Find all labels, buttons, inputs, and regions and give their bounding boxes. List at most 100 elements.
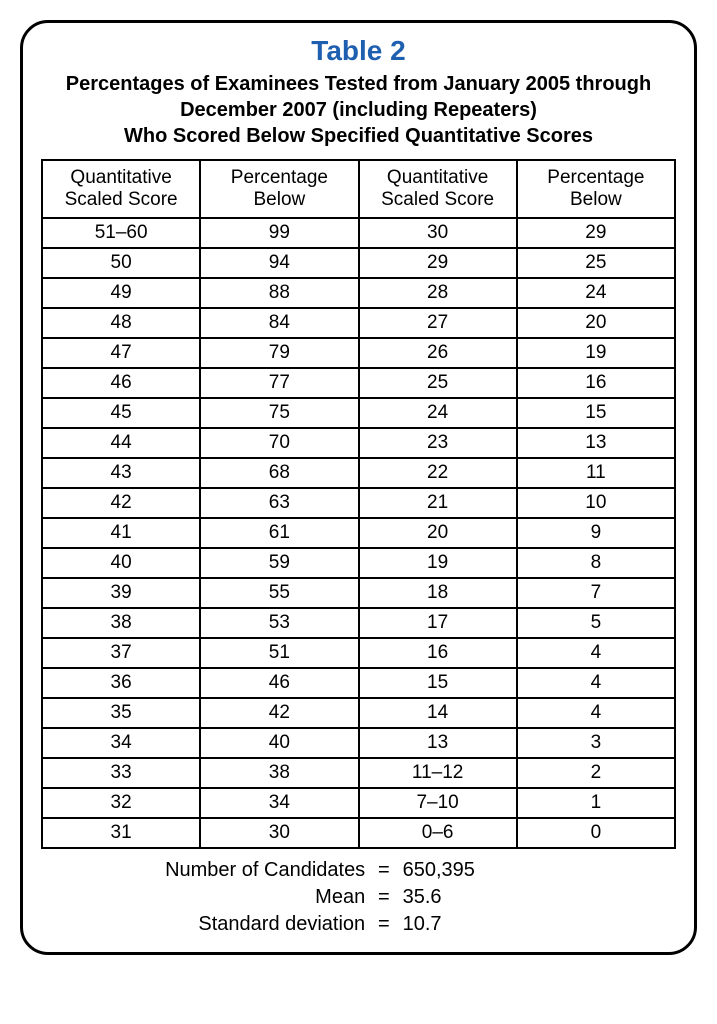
- equals-sign: =: [371, 857, 396, 884]
- caption-line-2: December 2007 (including Repeaters): [180, 99, 537, 121]
- table-frame: Table 2 Percentages of Examinees Tested …: [20, 20, 697, 955]
- stats-row-sd: Standard deviation = 10.7: [41, 911, 676, 938]
- table-cell: 17: [359, 608, 517, 638]
- table-cell: 8: [517, 548, 675, 578]
- table-cell: 25: [517, 248, 675, 278]
- col-header-text: Quantitative: [70, 167, 171, 188]
- table-cell: 63: [200, 488, 358, 518]
- table-row: 48842720: [42, 308, 675, 338]
- table-body: 51–6099302950942925498828244884272047792…: [42, 218, 675, 848]
- table-cell: 21: [359, 488, 517, 518]
- table-cell: 24: [359, 398, 517, 428]
- table-row: 43682211: [42, 458, 675, 488]
- table-cell: 27: [359, 308, 517, 338]
- table-cell: 36: [42, 668, 200, 698]
- caption-line-1: Percentages of Examinees Tested from Jan…: [66, 73, 651, 95]
- table-cell: 79: [200, 338, 358, 368]
- table-cell: 9: [517, 518, 675, 548]
- col-header-pct-left: Percentage Below: [200, 160, 358, 218]
- percentile-table: Quantitative Scaled Score Percentage Bel…: [41, 159, 676, 849]
- table-cell: 0: [517, 818, 675, 848]
- table-cell: 30: [359, 218, 517, 248]
- table-cell: 20: [359, 518, 517, 548]
- table-cell: 15: [359, 668, 517, 698]
- table-cell: 26: [359, 338, 517, 368]
- table-cell: 77: [200, 368, 358, 398]
- table-cell: 19: [359, 548, 517, 578]
- table-cell: 16: [359, 638, 517, 668]
- table-cell: 15: [517, 398, 675, 428]
- table-cell: 39: [42, 578, 200, 608]
- table-row: 3751164: [42, 638, 675, 668]
- table-cell: 45: [42, 398, 200, 428]
- table-cell: 11: [517, 458, 675, 488]
- col-header-text: Quantitative: [387, 167, 488, 188]
- table-row: 32347–101: [42, 788, 675, 818]
- table-cell: 51–60: [42, 218, 200, 248]
- table-cell: 22: [359, 458, 517, 488]
- table-cell: 4: [517, 638, 675, 668]
- summary-stats: Number of Candidates = 650,395 Mean = 35…: [41, 857, 676, 938]
- stats-mean-label: Mean: [41, 884, 371, 911]
- table-cell: 51: [200, 638, 358, 668]
- table-cell: 20: [517, 308, 675, 338]
- col-header-text: Percentage: [547, 167, 644, 188]
- table-label: Table 2: [41, 35, 676, 67]
- table-cell: 13: [359, 728, 517, 758]
- table-cell: 37: [42, 638, 200, 668]
- table-cell: 47: [42, 338, 200, 368]
- table-cell: 40: [42, 548, 200, 578]
- table-cell: 75: [200, 398, 358, 428]
- equals-sign: =: [371, 884, 396, 911]
- table-cell: 10: [517, 488, 675, 518]
- table-row: 49882824: [42, 278, 675, 308]
- table-row: 50942925: [42, 248, 675, 278]
- table-row: 44702313: [42, 428, 675, 458]
- table-cell: 44: [42, 428, 200, 458]
- table-row: 3955187: [42, 578, 675, 608]
- table-row: 31300–60: [42, 818, 675, 848]
- table-cell: 19: [517, 338, 675, 368]
- table-cell: 84: [200, 308, 358, 338]
- table-cell: 30: [200, 818, 358, 848]
- table-cell: 38: [200, 758, 358, 788]
- table-cell: 11–12: [359, 758, 517, 788]
- table-cell: 2: [517, 758, 675, 788]
- table-cell: 61: [200, 518, 358, 548]
- table-caption: Percentages of Examinees Tested from Jan…: [41, 71, 676, 149]
- table-cell: 40: [200, 728, 358, 758]
- col-header-score-right: Quantitative Scaled Score: [359, 160, 517, 218]
- table-cell: 38: [42, 608, 200, 638]
- table-cell: 43: [42, 458, 200, 488]
- table-cell: 50: [42, 248, 200, 278]
- table-cell: 0–6: [359, 818, 517, 848]
- table-cell: 1: [517, 788, 675, 818]
- table-row: 3646154: [42, 668, 675, 698]
- table-row: 3853175: [42, 608, 675, 638]
- table-cell: 13: [517, 428, 675, 458]
- caption-line-3: Who Scored Below Specified Quantitative …: [124, 125, 593, 147]
- table-cell: 99: [200, 218, 358, 248]
- table-cell: 48: [42, 308, 200, 338]
- col-header-text: Below: [570, 189, 622, 210]
- table-cell: 25: [359, 368, 517, 398]
- col-header-text: Percentage: [231, 167, 328, 188]
- col-header-score-left: Quantitative Scaled Score: [42, 160, 200, 218]
- table-cell: 7: [517, 578, 675, 608]
- stats-sd-value: 10.7: [397, 911, 676, 938]
- header-row: Quantitative Scaled Score Percentage Bel…: [42, 160, 675, 218]
- table-cell: 4: [517, 698, 675, 728]
- table-row: 46772516: [42, 368, 675, 398]
- stats-n-label: Number of Candidates: [41, 857, 371, 884]
- table-cell: 35: [42, 698, 200, 728]
- table-cell: 41: [42, 518, 200, 548]
- col-header-text: Scaled Score: [381, 189, 494, 210]
- table-cell: 88: [200, 278, 358, 308]
- table-cell: 70: [200, 428, 358, 458]
- stats-n-value: 650,395: [397, 857, 676, 884]
- table-row: 42632110: [42, 488, 675, 518]
- table-cell: 33: [42, 758, 200, 788]
- table-cell: 94: [200, 248, 358, 278]
- table-cell: 16: [517, 368, 675, 398]
- table-cell: 23: [359, 428, 517, 458]
